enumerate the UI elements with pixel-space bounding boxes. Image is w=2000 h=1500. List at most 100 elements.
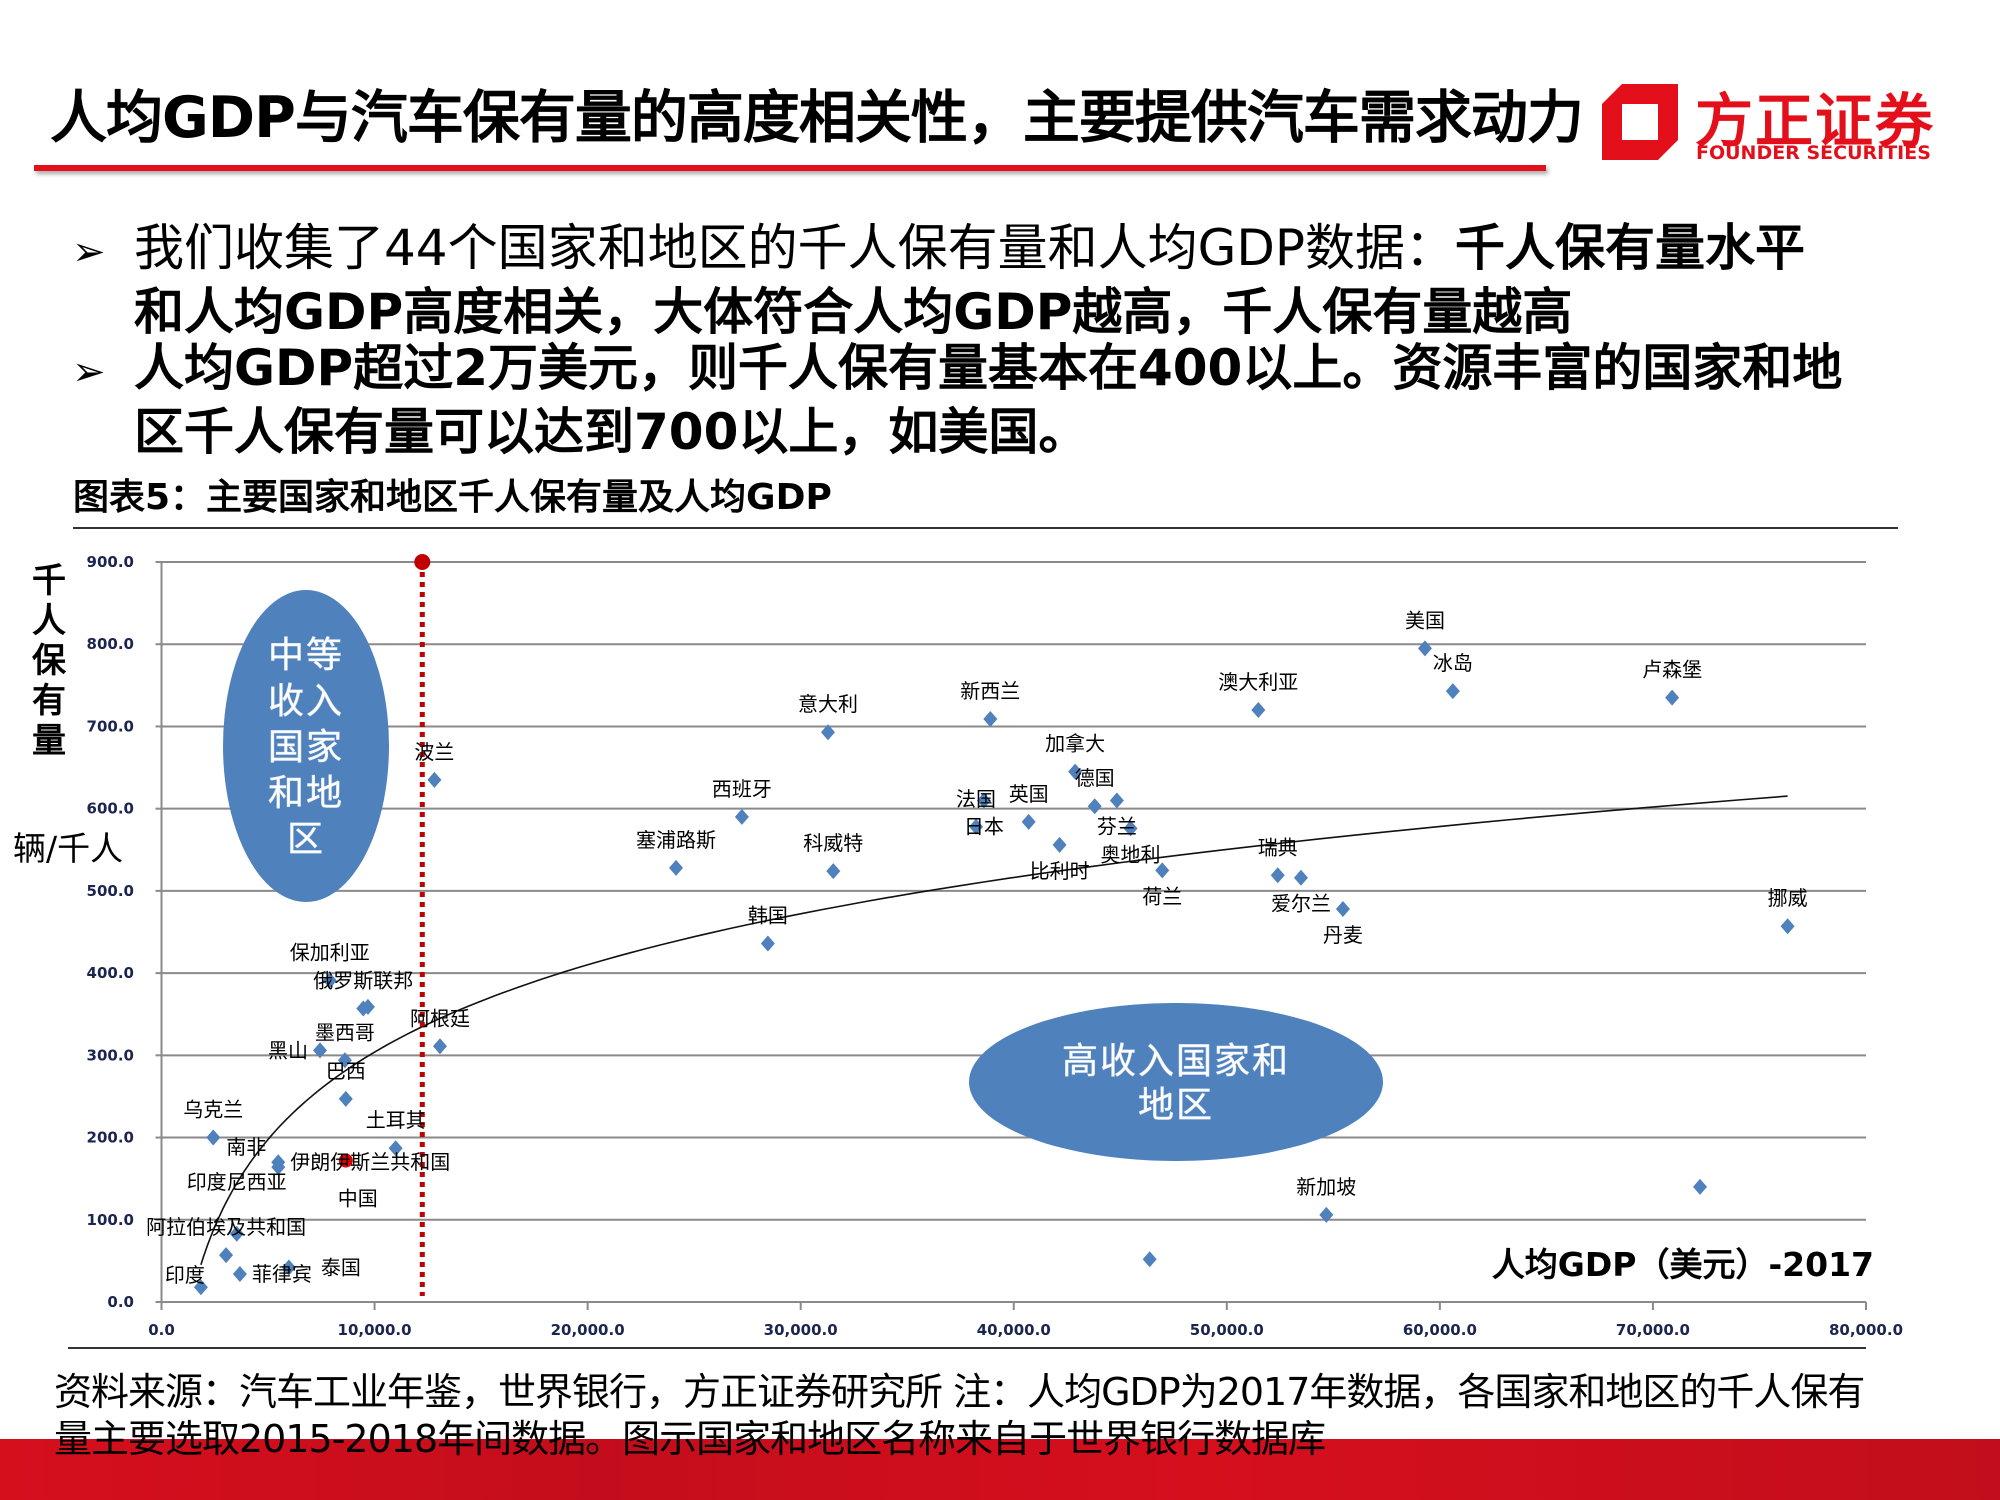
point-label: 中国 [338,1187,378,1211]
point-label: 西班牙 [712,777,772,801]
region-label: 区 [287,819,325,860]
point-label: 俄罗斯联邦 [313,969,413,993]
data-point [206,1129,221,1146]
footer-band [0,1439,2000,1500]
page-title: 人均GDP与汽车保有量的高度相关性，主要提供汽车需求动力 [50,85,1584,151]
point-label: 荷兰 [1142,884,1182,908]
y-axis-title-char: 量 [32,721,66,761]
data-point [338,1090,353,1107]
point-label: 乌克兰 [183,1098,243,1122]
point-label: 挪威 [1768,886,1808,910]
point-label: 菲律宾 [252,1262,312,1286]
point-label: 奥地利 [1101,842,1161,866]
point-label: 美国 [1405,608,1445,632]
point-label: 意大利 [798,692,858,716]
data-point [1109,792,1124,809]
data-point [1021,813,1036,830]
logo-mark-icon [1602,84,1678,160]
point-label: 巴西 [326,1059,366,1083]
y-tick-label: 0.0 [107,1293,134,1311]
x-tick-label: 80,000.0 [1829,1321,1903,1339]
y-axis-title-char: 人 [32,601,66,641]
data-point [1665,689,1680,706]
region-label: 高收入国家和 [1062,1041,1290,1082]
data-points [193,640,1795,1296]
bullet-1-text: 我们收集了44个国家和地区的千人保有量和人均GDP数据： [134,219,1456,277]
data-point [337,1052,352,1069]
data-point [271,1159,286,1176]
y-tick-label: 900.0 [87,553,134,571]
point-label: 塞浦路斯 [636,828,716,852]
data-point [760,935,775,952]
x-tick-label: 30,000.0 [764,1321,838,1339]
y-tick-label: 500.0 [87,882,134,900]
bullet-1-line2: 和人均GDP高度相关，大体符合人均GDP越高，千人保有量越高 [134,283,1573,341]
point-label: 南非 [226,1135,266,1159]
data-point [1052,836,1067,853]
data-point [427,771,442,788]
region-label: 收入 [268,681,344,722]
y-tick-label: 400.0 [87,964,134,982]
data-point [193,1279,208,1296]
logo-text-cn: 方正证券 [1695,87,1936,155]
y-tick-label: 700.0 [87,717,134,735]
point-label: 印度尼西亚 [187,1170,287,1194]
x-tick-label: 50,000.0 [1190,1321,1264,1339]
y-tick-label: 800.0 [87,635,134,653]
y-axis-title-char: 千 [32,561,66,601]
data-point [976,792,991,809]
point-label: 阿根廷 [410,1006,470,1030]
data-point-highlight [338,1153,353,1168]
region-label: 地区 [1138,1085,1214,1126]
point-label: 新西兰 [960,679,1020,703]
axes [155,561,1867,1310]
x-tick-label: 20,000.0 [551,1321,625,1339]
threshold-line [414,554,431,1296]
x-tick-label: 40,000.0 [977,1321,1051,1339]
point-label: 冰岛 [1433,651,1473,675]
x-tick-label: 70,000.0 [1616,1321,1690,1339]
point-label: 瑞典 [1258,835,1298,859]
data-point [1251,702,1266,718]
data-point [1417,640,1432,657]
y-tick-label: 200.0 [87,1129,134,1147]
point-label: 澳大利亚 [1218,670,1298,694]
source-note-line1: 资料来源：汽车工业年鉴，世界银行，方正证券研究所 注：人均GDP为2017年数据… [54,1370,1865,1414]
data-point [820,724,835,741]
point-label: 保加利亚 [290,941,370,965]
caption-divider [73,527,1898,529]
point-label: 伊朗伊斯兰共和国 [290,1150,450,1174]
data-point [1780,918,1795,935]
point-label: 法国 [956,787,996,811]
data-point [432,1038,447,1055]
figure-caption: 图表5：主要国家和地区千人保有量及人均GDP [73,477,832,518]
point-label: 比利时 [1030,859,1090,883]
point-label: 卢森堡 [1642,658,1702,682]
region-label: 中等 [268,635,344,676]
y-tick-label: 300.0 [87,1046,134,1064]
source-note-line2: 量主要选取2015-2018年间数据。图示国家和地区名称来自于世界银行数据库 [54,1417,1326,1461]
data-point [281,1259,296,1276]
point-label: 新加坡 [1296,1175,1356,1199]
x-tick-label: 10,000.0 [338,1321,412,1339]
data-point [219,1247,234,1264]
data-point [1087,798,1102,815]
data-point [388,1140,403,1157]
arrow-bullet-icon: ➢ [72,229,106,275]
data-point [313,1042,328,1059]
region-label: 和地 [268,773,344,814]
data-point [983,711,998,728]
region-label: 国家 [268,727,344,768]
y-tick-label: 100.0 [87,1211,134,1229]
x-tick-label: 0.0 [148,1321,175,1339]
point-label: 爱尔兰 [1271,892,1331,916]
point-label: 韩国 [748,904,788,928]
middle-income-region [223,590,389,902]
y-axis-title: 千人保有量 [32,561,67,761]
bullet-1-bold: 千人保有量水平 [1455,219,1806,277]
data-point [1155,862,1170,879]
x-tick-label: 60,000.0 [1403,1321,1477,1339]
point-label: 德国 [1075,766,1115,790]
data-point [322,972,337,989]
